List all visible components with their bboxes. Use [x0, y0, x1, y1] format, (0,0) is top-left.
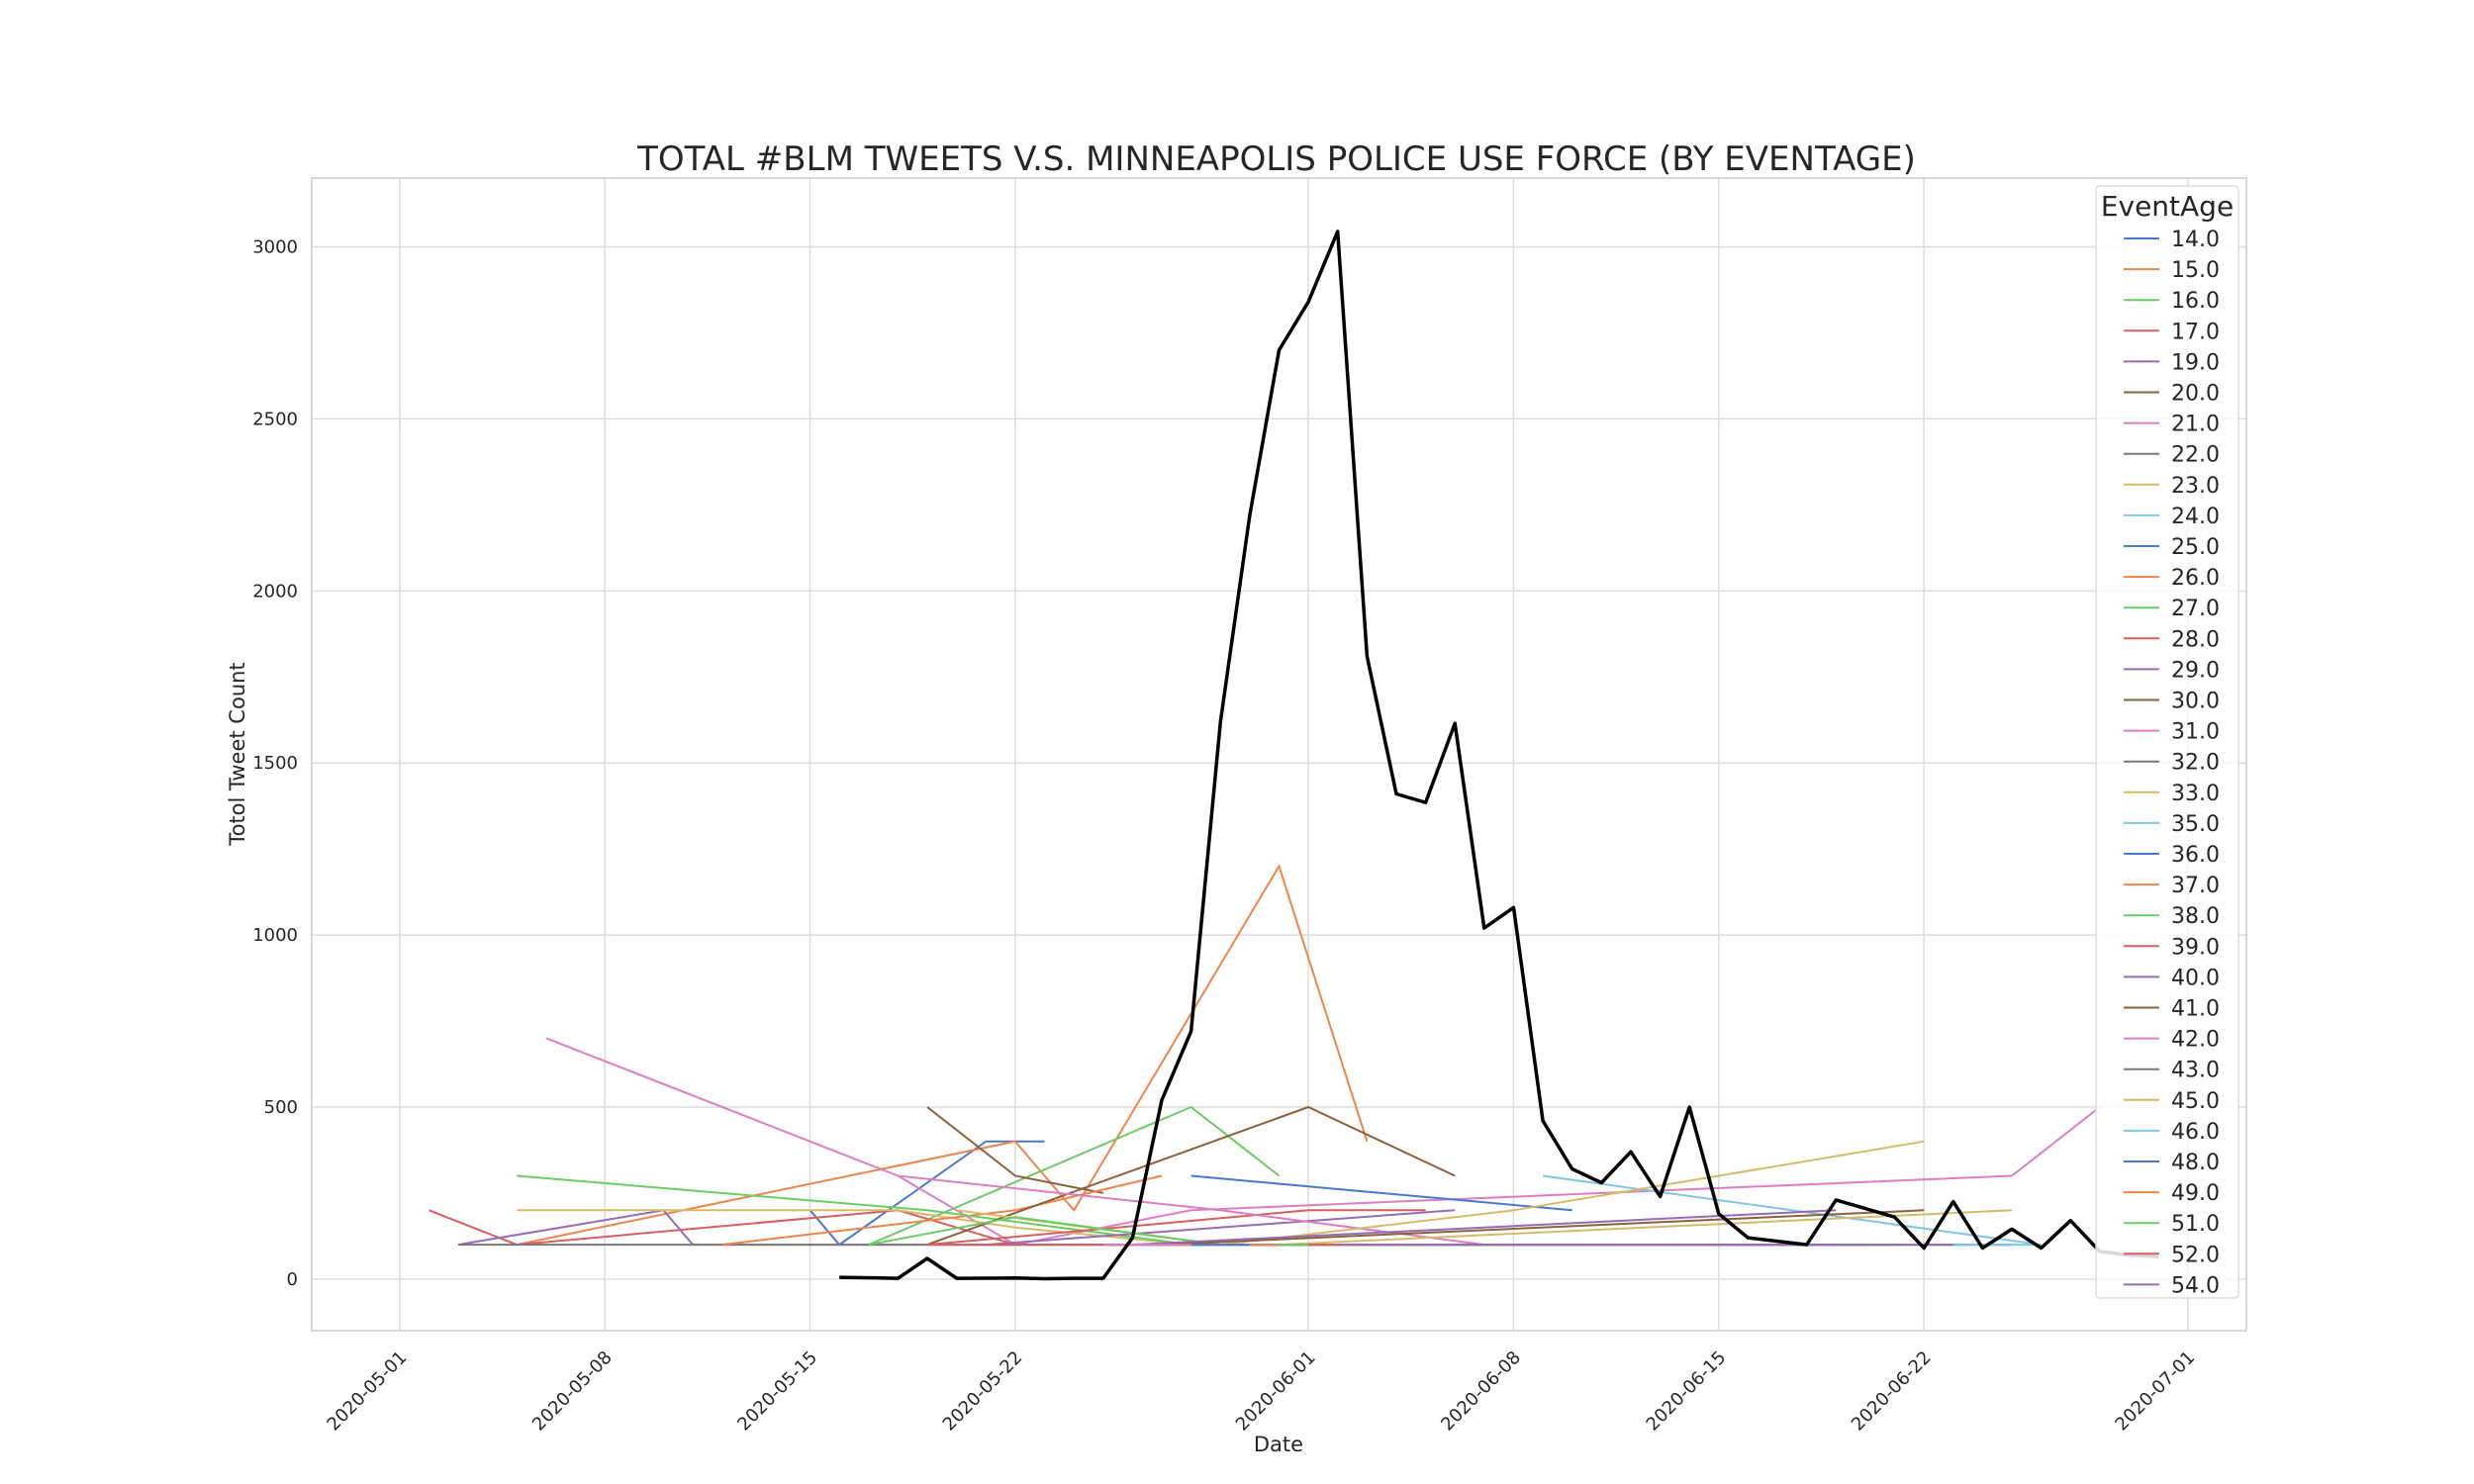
grid: [312, 178, 2246, 1331]
legend-label: 17.0: [2171, 320, 2220, 344]
legend-label: 14.0: [2171, 228, 2220, 252]
series-line-25.0: [1190, 1174, 1572, 1212]
x-tick-label: 2020-07-01: [2111, 1347, 2199, 1436]
x-tick-label: 2020-06-15: [1643, 1347, 1731, 1436]
legend-label: 49.0: [2171, 1181, 2220, 1206]
x-tick-label: 2020-05-08: [528, 1347, 617, 1436]
legend-label: 25.0: [2171, 535, 2220, 560]
legend-label: 43.0: [2171, 1059, 2220, 1083]
legend-label: 45.0: [2171, 1089, 2220, 1114]
x-tick-label: 2020-05-01: [324, 1347, 412, 1436]
legend-label: 38.0: [2171, 904, 2220, 929]
legend-label: 36.0: [2171, 843, 2220, 868]
legend-label: 54.0: [2171, 1273, 2220, 1298]
y-tick-label: 2000: [252, 581, 298, 602]
series-line-15.0: [517, 864, 1369, 1247]
y-tick-label: 1500: [252, 753, 298, 774]
y-tick-label: 1000: [252, 925, 298, 946]
legend-items: 14.0 15.0 16.0 17.0 19.0 20.0 21.0 22.0 23.0 24.0…: [2124, 228, 2220, 1298]
x-tick-label: 2020-05-22: [939, 1347, 1027, 1436]
legend-label: 42.0: [2171, 1028, 2220, 1053]
series-lines: [428, 864, 2101, 1247]
legend-label: 21.0: [2171, 413, 2220, 437]
legend-label: 26.0: [2171, 566, 2220, 591]
legend-label: 40.0: [2171, 966, 2220, 990]
series-line-26.0: [721, 1174, 1163, 1247]
legend-label: 29.0: [2171, 658, 2220, 683]
legend-label: 52.0: [2171, 1243, 2220, 1267]
y-tick-label: 500: [264, 1097, 298, 1118]
series-line-21.0: [545, 1037, 2101, 1247]
legend-label: 32.0: [2171, 751, 2220, 776]
legend-label: 30.0: [2171, 690, 2220, 714]
series-line-28.0: [926, 1209, 1426, 1247]
legend-title: EventAge: [2101, 190, 2234, 223]
chart-title: TOTAL #BLM TWEETS V.S. MINNEAPOLIS POLIC…: [636, 139, 1916, 179]
legend-label: 48.0: [2171, 1151, 2220, 1175]
legend-frame: [2095, 185, 2239, 1299]
plot-frame: [311, 177, 2247, 1332]
series-line-16.0: [868, 1105, 1281, 1247]
series-line-24.0: [1542, 1174, 2042, 1247]
legend-label: 20.0: [2171, 382, 2220, 407]
series-line-38.0: [868, 1216, 1221, 1247]
y-tick-label: 2500: [252, 409, 298, 429]
legend: EventAge 14.0 15.0 16.0 17.0 19.0 20.0 21.0 22.…: [2095, 185, 2239, 1299]
legend-label: 15.0: [2171, 258, 2220, 283]
legend-label: 51.0: [2171, 1212, 2220, 1237]
legend-label: 35.0: [2171, 812, 2220, 837]
legend-label: 27.0: [2171, 597, 2220, 621]
x-tick-label: 2020-06-08: [1437, 1347, 1525, 1436]
total-line: [839, 230, 2159, 1281]
legend-label: 23.0: [2171, 474, 2220, 499]
x-tick-label: 2020-06-22: [1848, 1347, 1936, 1436]
series-line-41.0: [1161, 1209, 1925, 1247]
series-line-20.0: [926, 1106, 1103, 1194]
total-tweets-line: [839, 230, 2159, 1281]
legend-label: 46.0: [2171, 1120, 2220, 1145]
legend-label: 24.0: [2171, 505, 2220, 529]
series-line-29.0: [986, 1209, 1456, 1247]
y-tick-label: 0: [287, 1269, 298, 1290]
legend-label: 39.0: [2171, 935, 2220, 960]
legend-label: 31.0: [2171, 720, 2220, 745]
y-axis: 0 500 1000 1500 2000 2500 3000: [252, 237, 298, 1290]
legend-label: 33.0: [2171, 782, 2220, 806]
legend-label: 16.0: [2171, 289, 2220, 314]
legend-label: 22.0: [2171, 443, 2220, 468]
x-axis: 2020-05-01 2020-05-08 2020-05-15 2020-05-22…: [324, 1347, 2200, 1436]
legend-label: 19.0: [2171, 350, 2220, 375]
x-axis-label: Date: [1254, 1433, 1303, 1456]
series-line-30.0: [926, 1105, 1456, 1247]
legend-label: 37.0: [2171, 874, 2220, 898]
legend-label: 28.0: [2171, 627, 2220, 652]
x-tick-label: 2020-06-01: [1232, 1347, 1320, 1436]
x-tick-label: 2020-05-15: [733, 1347, 821, 1436]
legend-label: 41.0: [2171, 997, 2220, 1022]
series-line-40.0: [1132, 1209, 1837, 1247]
y-tick-label: 3000: [252, 237, 298, 258]
y-axis-label: Totol Tweet Count: [226, 662, 249, 846]
series-line-27.0: [517, 1174, 1191, 1247]
